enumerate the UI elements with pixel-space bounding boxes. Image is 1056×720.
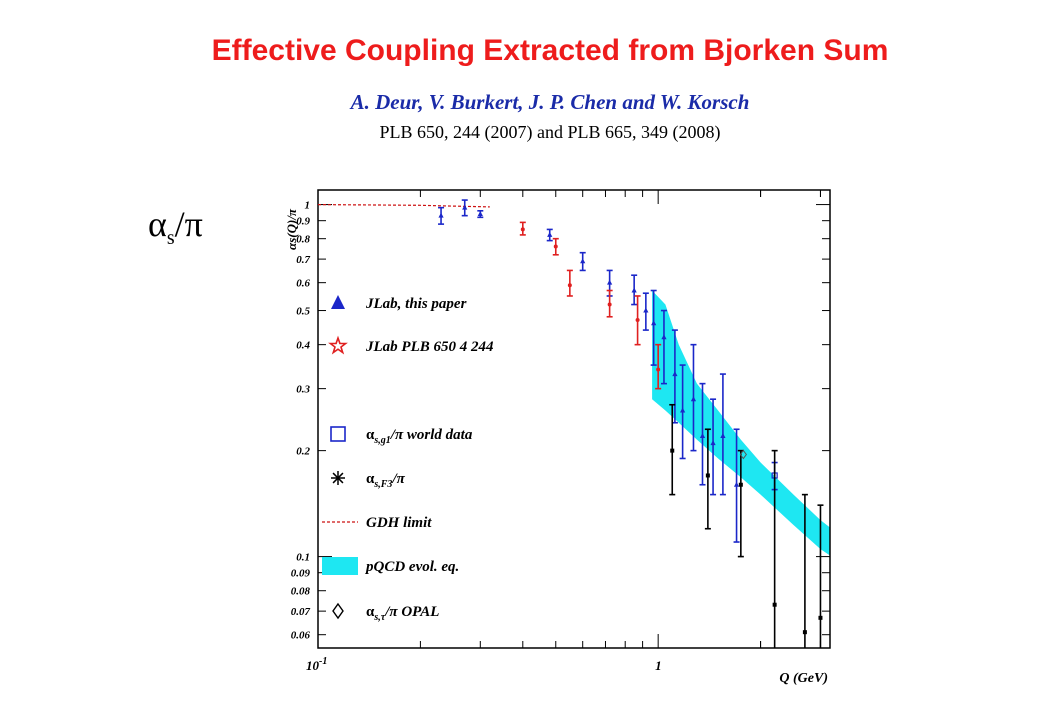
y-tick-label: 0.9 bbox=[296, 216, 310, 228]
authors-line: A. Deur, V. Burkert, J. P. Chen and W. K… bbox=[350, 90, 750, 114]
alpha-over-pi-label: αs/π bbox=[148, 203, 203, 250]
plb-point bbox=[607, 302, 612, 307]
x-tick-label: 10-1 bbox=[306, 656, 327, 673]
page-title: Effective Coupling Extracted from Bjorke… bbox=[211, 34, 889, 67]
f3-point bbox=[738, 482, 743, 487]
legend-asterisk-icon bbox=[332, 472, 344, 484]
y-tick-label: 0.07 bbox=[291, 606, 311, 618]
legend-label: JLab PLB 650 4 244 bbox=[365, 339, 494, 355]
pqcd-band bbox=[652, 290, 830, 556]
alpha-symbol: α bbox=[148, 204, 167, 244]
legend-diamond-icon bbox=[332, 602, 344, 620]
y-tick-label: 0.6 bbox=[296, 278, 310, 290]
y-axis-label: αs(Q)/π bbox=[284, 208, 299, 250]
jlab-point bbox=[547, 231, 553, 237]
legend-label: pQCD evol. eq. bbox=[364, 559, 459, 575]
legend-triangle-icon bbox=[331, 295, 345, 309]
jlab-point bbox=[477, 211, 483, 217]
plb-point bbox=[567, 283, 572, 288]
plb-point bbox=[520, 227, 525, 232]
y-tick-label: 0.4 bbox=[296, 340, 310, 352]
jlab-point bbox=[580, 258, 586, 264]
f3-point bbox=[772, 602, 777, 607]
reference-line: PLB 650, 244 (2007) and PLB 665, 349 (20… bbox=[379, 122, 721, 142]
y-tick-label: 0.09 bbox=[291, 568, 311, 580]
gdh-limit-line bbox=[317, 204, 490, 208]
jlab-point bbox=[720, 433, 726, 439]
plb-point bbox=[656, 367, 661, 372]
jlab-point bbox=[680, 407, 686, 413]
legend-label: JLab, this paper bbox=[365, 296, 467, 312]
jlab-point bbox=[733, 481, 740, 487]
y-tick-label: 0.8 bbox=[296, 234, 310, 246]
jlab-point bbox=[631, 287, 637, 293]
jlab-point bbox=[462, 204, 468, 210]
legend-label: αs,F3/π bbox=[366, 471, 406, 490]
plb-point bbox=[553, 244, 558, 249]
plb-point bbox=[635, 318, 640, 323]
legend-label: αs,g1/π world data bbox=[366, 427, 473, 446]
jlab-point bbox=[690, 396, 697, 402]
jlab-point bbox=[651, 320, 657, 326]
f3-point bbox=[802, 630, 807, 635]
f3-point bbox=[705, 473, 710, 478]
opal-point bbox=[739, 449, 747, 460]
over-pi: /π bbox=[174, 204, 203, 244]
jlab-point bbox=[710, 440, 716, 446]
jlab-point bbox=[699, 433, 706, 439]
legend-band-icon bbox=[322, 557, 358, 575]
y-tick-label: 1 bbox=[305, 200, 311, 212]
legend-label: αs,τ/π OPAL bbox=[366, 604, 439, 623]
y-tick-label: 0.06 bbox=[291, 630, 311, 642]
x-tick-label: 1 bbox=[655, 658, 662, 673]
legend-label: GDH limit bbox=[366, 515, 432, 531]
y-tick-label: 0.5 bbox=[296, 306, 310, 318]
y-tick-label: 0.1 bbox=[296, 552, 310, 564]
y-tick-label: 0.08 bbox=[291, 586, 311, 598]
jlab-point bbox=[438, 212, 444, 218]
jlab-point bbox=[672, 371, 678, 377]
plot-frame bbox=[317, 189, 831, 649]
y-tick-label: 0.7 bbox=[296, 254, 310, 266]
f3-point bbox=[670, 448, 675, 453]
f3-point bbox=[818, 615, 823, 620]
y-tick-label: 0.2 bbox=[296, 446, 310, 458]
alpha-subscript: s bbox=[166, 227, 175, 250]
y-tick-label: 0.3 bbox=[296, 384, 310, 396]
legend-square-icon bbox=[330, 426, 346, 442]
jlab-point bbox=[643, 307, 649, 313]
x-axis-label: Q (GeV) bbox=[779, 671, 828, 686]
jlab-point bbox=[661, 334, 667, 340]
jlab-point bbox=[607, 279, 613, 285]
legend-star-icon bbox=[328, 335, 348, 355]
